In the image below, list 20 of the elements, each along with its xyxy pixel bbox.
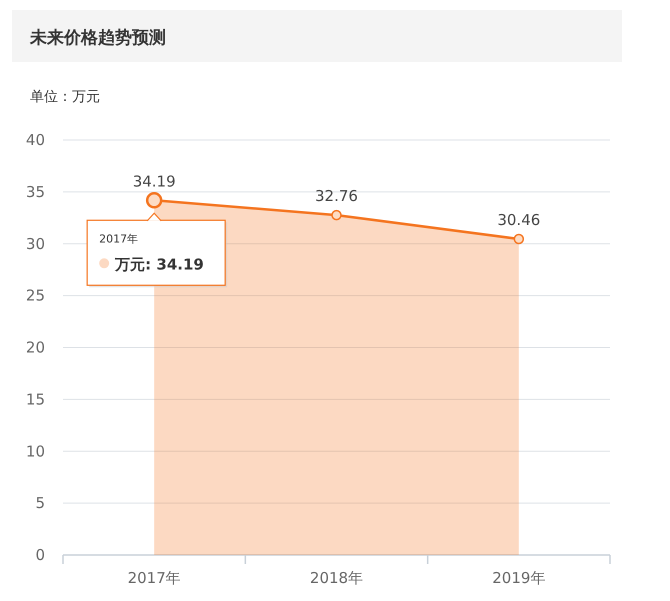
x-tick-label: 2018年	[310, 569, 364, 587]
picture-tooltip: 2017年 万元: 34.19	[86, 212, 228, 288]
y-tick-label: 30	[26, 234, 45, 253]
y-tick-label: 20	[26, 338, 45, 356]
y-tick-label: 10	[26, 442, 45, 460]
x-tick-label: 2019年	[492, 569, 546, 587]
y-tick-label: 40	[26, 131, 45, 149]
y-tick-label: 15	[26, 390, 45, 408]
chart-title: 未来价格趋势预测	[29, 28, 166, 48]
y-tick-label: 35	[26, 182, 45, 201]
data-label: 32.76	[315, 187, 358, 206]
chart-subtitle: 单位：万元	[30, 89, 100, 105]
annotation: 万元: 34.19	[114, 255, 204, 274]
x-tick-label: 2017年	[128, 569, 181, 587]
annotation: 2017年	[99, 232, 138, 246]
y-tick-label: 0	[35, 546, 45, 564]
y-tick-label: 5	[35, 494, 45, 512]
y-tick-label: 25	[26, 286, 45, 305]
data-label: 34.19	[132, 172, 176, 190]
data-label: 30.46	[497, 210, 540, 229]
